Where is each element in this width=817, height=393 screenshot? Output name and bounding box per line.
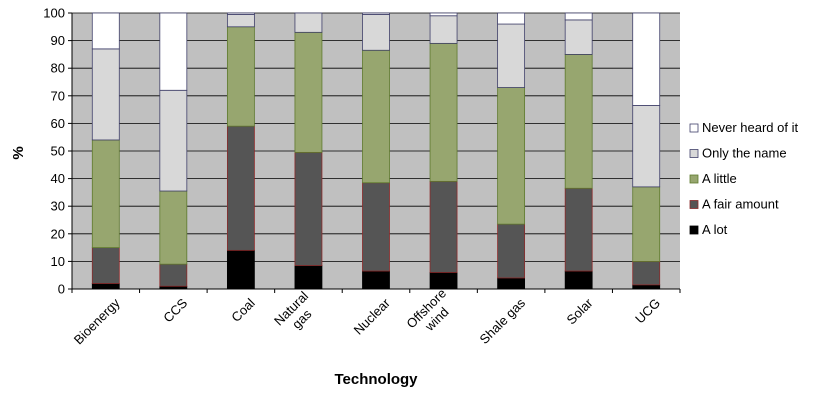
y-tick-label: 80 <box>51 61 65 76</box>
bar-segment <box>362 12 390 15</box>
bar-segment <box>159 89 188 192</box>
bar-segment <box>429 15 458 44</box>
y-tick-label: 60 <box>51 116 65 131</box>
x-tick-label: Solar <box>564 295 597 328</box>
bar-segment <box>226 12 255 15</box>
bar-segment <box>564 54 593 189</box>
bar-segment <box>91 247 120 284</box>
x-tick-label: UCG <box>632 295 663 326</box>
x-tick-label-line: UCG <box>632 295 663 326</box>
bar-segment <box>159 12 188 91</box>
x-tick-label: Shale gas <box>477 295 529 347</box>
y-tick-label: 70 <box>51 88 65 103</box>
y-tick-label: 30 <box>51 199 65 214</box>
legend-swatch <box>689 200 699 209</box>
y-tick-label: 0 <box>58 282 65 297</box>
bar-segment <box>362 270 390 290</box>
bar-segment <box>362 49 390 184</box>
x-tick-label: Offshorewind <box>403 286 459 342</box>
bar-segment <box>294 12 323 33</box>
bar-segment <box>497 87 526 225</box>
bar-segment <box>159 190 188 265</box>
bar-segment <box>564 19 593 55</box>
legend: Never heard of it Only the name A little A … <box>689 120 798 237</box>
x-tick-label: CCS <box>160 295 190 325</box>
legend-label: A fair amount <box>702 197 779 212</box>
y-axis-title: % <box>10 146 27 159</box>
legend-swatch <box>689 225 699 235</box>
y-tick-label: 10 <box>51 254 65 269</box>
bar-segment <box>362 182 390 272</box>
bar-segment <box>564 12 593 21</box>
bar-segment <box>429 180 458 273</box>
x-tick-label-line: CCS <box>160 295 190 325</box>
y-tick-label: 20 <box>51 226 65 241</box>
y-tick-label: 90 <box>51 33 65 48</box>
bars <box>91 12 661 290</box>
legend-swatch <box>689 174 699 184</box>
legend-label: A little <box>702 171 737 186</box>
y-axis-ticks: 0 10 20 30 40 50 60 70 80 90 100 <box>43 6 72 297</box>
bar-segment <box>497 12 526 25</box>
bar-segment <box>632 260 661 286</box>
bar-segment <box>632 105 661 188</box>
y-tick-label: 50 <box>51 144 65 159</box>
y-tick-label: 40 <box>51 171 65 186</box>
bar-segment <box>632 12 661 106</box>
bar-segment <box>429 12 458 17</box>
legend-label: Only the name <box>702 146 787 161</box>
x-tick-label: Naturalgas <box>271 288 322 339</box>
bar-segment <box>497 23 526 88</box>
x-axis-ticks: Bioenergy CCS Coal Naturalgas Nuclear Offshor… <box>71 286 681 347</box>
bar-segment <box>226 26 255 127</box>
bar-segment <box>564 187 593 272</box>
bar-segment <box>632 186 661 262</box>
x-tick-label-line: Shale gas <box>477 295 529 347</box>
bar-segment <box>632 284 661 290</box>
bar-segment <box>429 42 458 182</box>
bar-segment <box>159 263 188 287</box>
x-tick-label-line: Solar <box>564 295 597 328</box>
x-axis-title: Technology <box>334 371 418 388</box>
x-tick-label: Nuclear <box>351 295 394 338</box>
x-tick-label-line: Coal <box>228 295 258 325</box>
bar-segment <box>91 139 120 249</box>
bar-segment <box>362 13 390 51</box>
legend-swatch <box>689 149 699 158</box>
bar-segment <box>564 270 593 290</box>
bar-segment <box>294 31 323 153</box>
y-tick-label: 100 <box>43 6 65 21</box>
bar-segment <box>91 48 120 141</box>
bar-segment <box>226 13 255 28</box>
legend-label: A lot <box>702 222 728 237</box>
bar-segment <box>497 277 526 290</box>
bar-segment <box>226 125 255 251</box>
bar-segment <box>497 223 526 279</box>
bar-segment <box>226 249 255 290</box>
bar-segment <box>429 272 458 290</box>
legend-swatch <box>689 123 699 133</box>
x-tick-label: Bioenergy <box>71 295 123 347</box>
x-tick-label-line: Nuclear <box>351 295 394 338</box>
bar-segment <box>91 283 120 290</box>
legend-label: Never heard of it <box>702 120 798 135</box>
x-tick-label: Coal <box>228 295 258 325</box>
bar-segment <box>294 265 323 290</box>
bar-segment <box>91 12 120 50</box>
x-tick-label-line: Bioenergy <box>71 295 123 347</box>
bar-segment <box>294 151 323 266</box>
